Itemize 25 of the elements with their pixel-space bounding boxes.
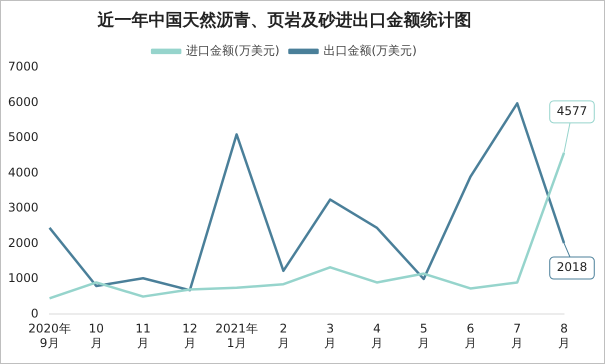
- x-tick-label: 12 月: [182, 322, 198, 350]
- x-tick-label: 11 月: [135, 322, 151, 350]
- y-tick-label: 4000: [8, 165, 39, 180]
- chart-title: 近一年中国天然沥青、页岩及砂进出口金额统计图: [96, 10, 472, 31]
- x-tick-label: 8 月: [558, 322, 570, 350]
- x-tick-label: 5 月: [418, 322, 430, 350]
- x-tick-label: 2020年 9月: [28, 322, 71, 350]
- y-tick-label: 3000: [8, 200, 39, 215]
- legend-label: 出口金额(万美元): [324, 44, 417, 58]
- y-tick-label: 5000: [8, 130, 39, 144]
- y-tick-label: 0: [30, 306, 39, 320]
- x-tick-label: 7 月: [511, 322, 524, 350]
- x-tick-label: 3 月: [324, 322, 336, 350]
- x-tick-label: 10 月: [88, 322, 104, 350]
- legend-label: 进口金额(万美元): [186, 44, 280, 58]
- y-tick-label: 2000: [8, 236, 39, 250]
- y-tick-label: 7000: [8, 60, 39, 74]
- x-tick-label: 6 月: [464, 322, 476, 350]
- data-label: 2018: [556, 260, 588, 274]
- data-label: 4577: [556, 104, 588, 118]
- x-tick-label: 4 月: [370, 322, 383, 350]
- x-tick-label: 2021年 1月: [215, 322, 258, 350]
- x-tick-label: 2 月: [277, 322, 290, 350]
- y-tick-label: 6000: [8, 94, 39, 109]
- y-tick-label: 1000: [8, 271, 39, 286]
